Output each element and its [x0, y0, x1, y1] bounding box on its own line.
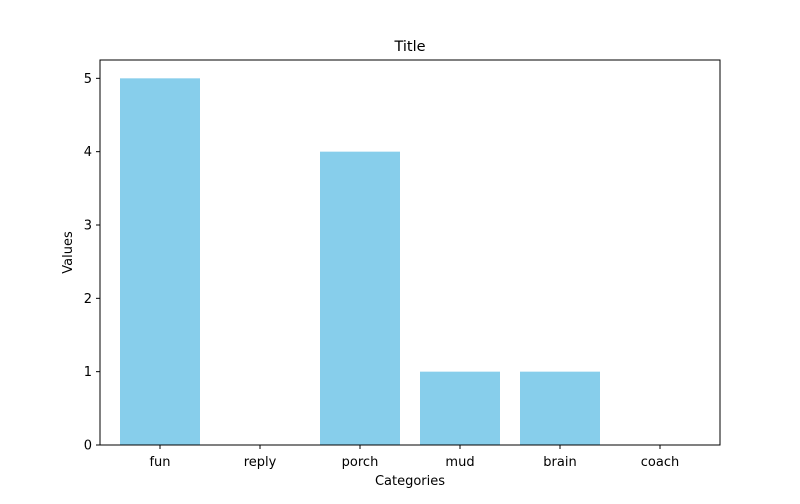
x-tick-label: fun — [149, 455, 170, 470]
plot-frame — [99, 59, 721, 446]
x-tick-label: mud — [445, 455, 474, 470]
y-tick-label: 5 — [84, 72, 92, 87]
bar-mud — [420, 371, 500, 445]
x-axis-label: Categories — [375, 474, 445, 489]
bar-fun — [120, 78, 200, 445]
y-tick-label: 4 — [84, 145, 92, 160]
bars-group — [120, 78, 600, 445]
chart-title: Title — [393, 39, 425, 55]
x-tick-label: reply — [244, 455, 277, 470]
x-tick-label: brain — [543, 455, 576, 470]
bar-porch — [320, 151, 400, 445]
x-tick-label: coach — [641, 455, 679, 470]
y-tick-label: 2 — [84, 292, 92, 307]
y-tick-label: 1 — [84, 365, 92, 380]
bar-brain — [520, 371, 600, 445]
ticks-group: fun reply porch mud brain coach 0 1 2 3 4 5 — [84, 72, 680, 470]
y-tick-label: 0 — [84, 439, 92, 454]
y-tick-label: 3 — [84, 219, 92, 234]
y-axis-label: Values — [61, 231, 76, 274]
x-tick-label: porch — [342, 455, 379, 470]
